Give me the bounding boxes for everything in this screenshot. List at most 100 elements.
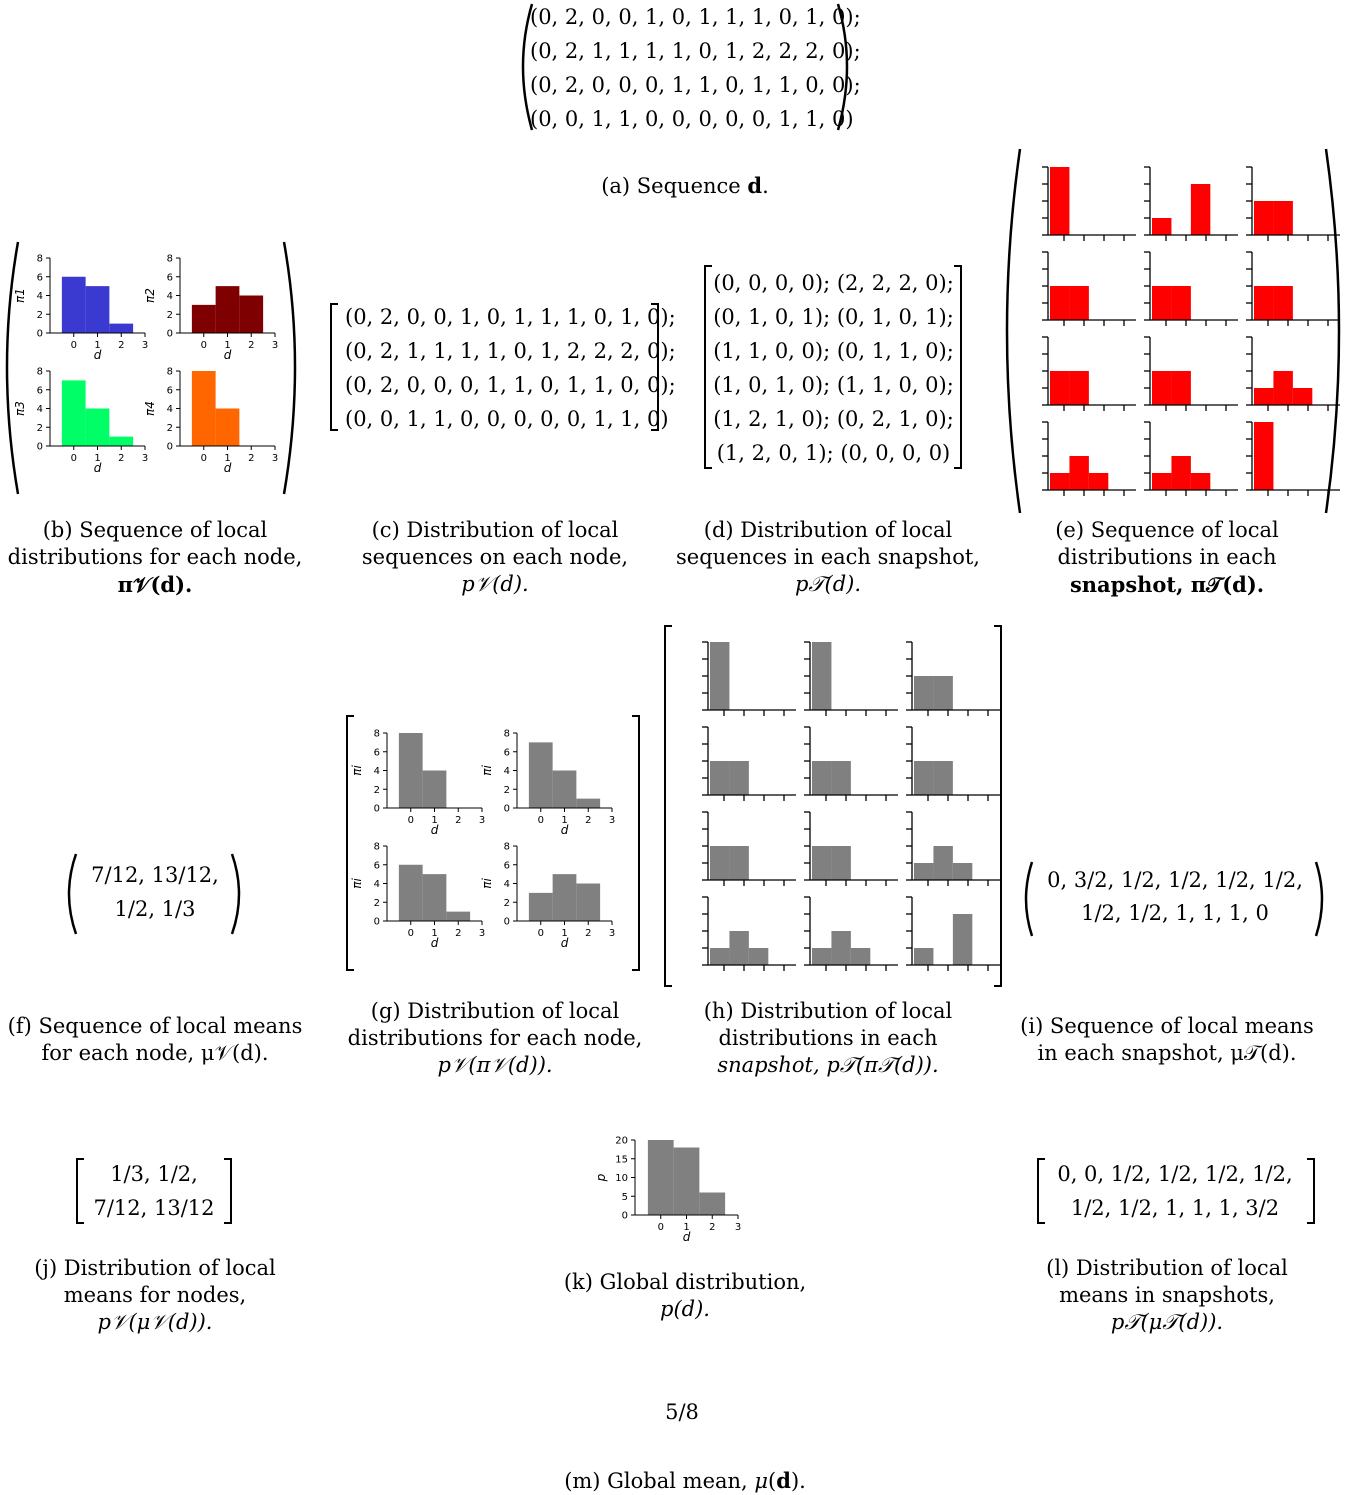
bar xyxy=(1273,286,1293,320)
y-tick-label: 6 xyxy=(504,860,510,871)
y-tick-label: 0 xyxy=(374,917,380,928)
bar xyxy=(914,948,934,965)
x-axis-label: d xyxy=(431,936,439,950)
x-tick-label: 1 xyxy=(431,928,437,939)
subplot xyxy=(804,896,898,971)
paren-i xyxy=(1024,861,1324,937)
y-tick-label: 6 xyxy=(504,747,510,758)
y-tick-label: 2 xyxy=(167,423,173,434)
bar xyxy=(831,846,851,880)
sequences-c: (0, 2, 0, 0, 1, 0, 1, 1, 1, 0, 1, 0); (0… xyxy=(345,300,676,436)
row: 1/3, 1/2, xyxy=(110,1162,198,1186)
x-axis-label: d xyxy=(683,1230,691,1244)
x-tick-label: 0 xyxy=(408,815,414,826)
row: (0, 2, 0, 0, 0, 1, 1, 0, 1, 1, 0, 0); xyxy=(530,73,861,97)
bracket-j xyxy=(76,1158,232,1224)
y-tick-label: 4 xyxy=(37,291,43,302)
y-tick-label: 0 xyxy=(37,329,43,340)
bracket-d xyxy=(704,265,962,469)
x-tick-label: 1 xyxy=(561,815,567,826)
subplot xyxy=(906,811,1000,886)
bar xyxy=(1171,286,1191,320)
subplot xyxy=(702,896,796,971)
x-axis-label: d xyxy=(224,348,232,362)
bar xyxy=(61,276,86,333)
row: (0, 2, 0, 0, 0, 1, 1, 0, 1, 1, 0, 0); xyxy=(345,373,676,397)
bar xyxy=(422,770,447,808)
bar xyxy=(1050,473,1070,490)
bar xyxy=(1171,371,1191,405)
row: 1/2, 1/2, 1, 1, 1, 3/2 xyxy=(1070,1196,1280,1220)
chart-k: 0 5 10 15 20 0 1 2 3 d p xyxy=(594,1136,741,1245)
x-tick-label: 1 xyxy=(224,340,230,351)
y-tick-label: 8 xyxy=(374,729,380,740)
bar xyxy=(729,761,749,795)
x-axis-label: d xyxy=(94,461,102,475)
subplot xyxy=(702,641,796,716)
y-tick-label: 4 xyxy=(374,766,380,777)
row: (1, 2, 0, 1); (0, 0, 0, 0) xyxy=(716,441,951,465)
y-tick-label: 8 xyxy=(504,842,510,853)
bar xyxy=(850,948,871,965)
bar xyxy=(1069,371,1089,405)
y-tick-label: 0 xyxy=(167,442,173,453)
y-tick-label: 6 xyxy=(37,385,43,396)
chart-e xyxy=(1005,148,1341,514)
means-i: 0, 3/2, 1/2, 1/2, 1/2, 1/2, 1/2, 1/2, 1,… xyxy=(1035,864,1315,930)
bar xyxy=(109,436,134,446)
x-tick-label: 0 xyxy=(71,453,77,464)
y-tick-label: 6 xyxy=(167,272,173,283)
caption-d: (d) Distribution of local sequences in e… xyxy=(676,518,980,596)
y-tick-label: 6 xyxy=(37,272,43,283)
x-tick-label: 3 xyxy=(609,928,615,939)
subplot xyxy=(1144,336,1238,411)
x-tick-label: 0 xyxy=(538,815,544,826)
subplot: 0 2 4 6 8 0 1 2 3 d π3 xyxy=(13,367,148,476)
subplot xyxy=(1246,336,1340,411)
y-axis-label: π3 xyxy=(13,401,27,416)
y-tick-label: 0 xyxy=(37,442,43,453)
y-tick-label: 6 xyxy=(167,385,173,396)
subplot: 0 2 4 6 8 0 1 2 3 d πi xyxy=(350,729,485,838)
bar xyxy=(528,892,553,921)
x-tick-label: 3 xyxy=(142,340,148,351)
subplot: 0 2 4 6 8 0 1 2 3 d π2 xyxy=(143,254,278,363)
y-tick-label: 2 xyxy=(374,898,380,909)
bar xyxy=(528,742,553,808)
row: 1/2, 1/2, 1, 1, 1, 0 xyxy=(1081,901,1269,925)
paren-a xyxy=(521,3,849,131)
bar xyxy=(710,642,730,710)
x-tick-label: 2 xyxy=(455,815,461,826)
y-tick-label: 4 xyxy=(374,879,380,890)
x-tick-label: 2 xyxy=(248,453,254,464)
y-tick-label: 8 xyxy=(504,729,510,740)
bar xyxy=(647,1140,674,1215)
x-tick-label: 0 xyxy=(201,453,207,464)
means-l: 0, 0, 1/2, 1/2, 1/2, 1/2, 1/2, 1/2, 1, 1… xyxy=(1045,1157,1305,1225)
subplot xyxy=(1144,251,1238,326)
y-tick-label: 20 xyxy=(615,1136,628,1147)
bar xyxy=(215,408,240,446)
bar xyxy=(952,863,973,880)
subplot xyxy=(1042,421,1136,496)
row: (1, 0, 1, 0); (1, 1, 0, 0); xyxy=(713,373,954,397)
caption-i: (i) Sequence of local means in each snap… xyxy=(1020,1014,1314,1065)
bar xyxy=(914,761,934,795)
row: 0, 3/2, 1/2, 1/2, 1/2, 1/2, xyxy=(1047,868,1303,892)
bar xyxy=(552,770,577,808)
bar xyxy=(1190,473,1211,490)
caption-k: (k) Global distribution, p(d). xyxy=(563,1270,807,1321)
bar xyxy=(933,761,953,795)
x-tick-label: 0 xyxy=(201,340,207,351)
paren-f xyxy=(67,853,241,935)
y-tick-label: 0 xyxy=(622,1211,628,1222)
bar xyxy=(85,408,110,446)
y-tick-label: 4 xyxy=(504,766,510,777)
bar xyxy=(1050,167,1070,235)
bar xyxy=(812,948,832,965)
y-tick-label: 8 xyxy=(37,254,43,265)
subplot xyxy=(1144,166,1238,241)
bar xyxy=(191,304,216,333)
row: (0, 0, 1, 1, 0, 0, 0, 0, 0, 1, 1, 0) xyxy=(530,107,854,131)
x-tick-label: 2 xyxy=(709,1222,715,1233)
